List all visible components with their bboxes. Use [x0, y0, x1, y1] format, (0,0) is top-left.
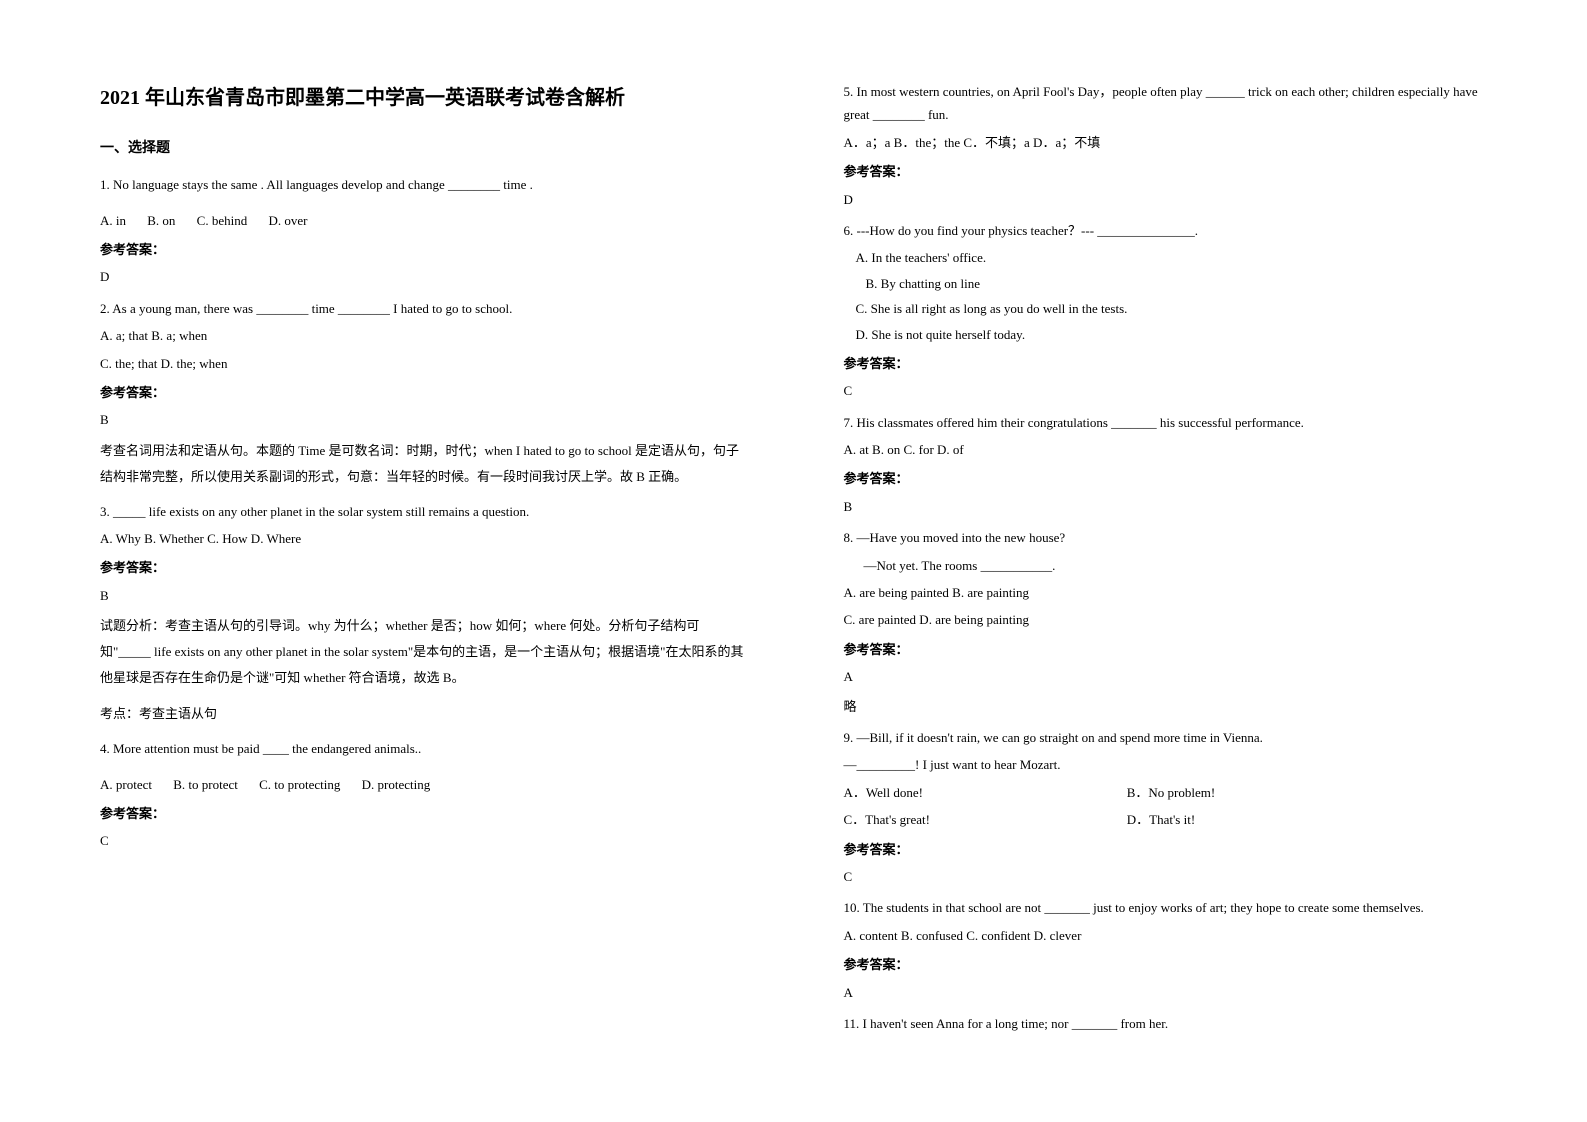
q3-options: A. Why B. Whether C. How D. Where [100, 527, 744, 550]
question-2: 2. As a young man, there was ________ ti… [100, 297, 744, 490]
q9-text1: 9. —Bill, if it doesn't rain, we can go … [844, 726, 1488, 749]
page-title: 2021 年山东省青岛市即墨第二中学高一英语联考试卷含解析 [100, 80, 744, 116]
q3-text: 3. _____ life exists on any other planet… [100, 500, 744, 523]
q3-explanation: 试题分析：考查主语从句的引导词。why 为什么；whether 是否；how 如… [100, 613, 744, 691]
q5-answer: D [844, 188, 1488, 211]
answer-label: 参考答案： [844, 160, 1488, 183]
q1-options: A. in B. on C. behind D. over [100, 209, 744, 232]
q9-answer: C [844, 865, 1488, 888]
q2-options-line1: A. a; that B. a; when [100, 324, 744, 347]
q6-opt-c: C. She is all right as long as you do we… [856, 297, 1488, 320]
q9-opt-b: B．No problem! [1127, 785, 1215, 800]
q6-answer: C [844, 379, 1488, 402]
q9-text2: —_________! I just want to hear Mozart. [844, 753, 1488, 776]
q6-options: A. In the teachers' office. B. By chatti… [844, 246, 1488, 346]
q10-answer: A [844, 981, 1488, 1004]
q3-exam-point: 考点：考查主语从句 [100, 701, 744, 727]
answer-label: 参考答案： [844, 838, 1488, 861]
q8-options2: C. are painted D. are being painting [844, 608, 1488, 631]
answer-label: 参考答案： [100, 802, 744, 825]
answer-label: 参考答案： [844, 953, 1488, 976]
q9-options-row2: C．That's great! D．That's it! [844, 808, 1488, 831]
q8-answer: A [844, 665, 1488, 688]
q6-text: 6. ---How do you find your physics teach… [844, 219, 1488, 242]
question-8: 8. —Have you moved into the new house? —… [844, 526, 1488, 718]
answer-label: 参考答案： [844, 352, 1488, 375]
right-column: 5. In most western countries, on April F… [794, 0, 1587, 1122]
question-5: 5. In most western countries, on April F… [844, 80, 1488, 211]
q4-text: 4. More attention must be paid ____ the … [100, 737, 744, 760]
q11-text: 11. I haven't seen Anna for a long time;… [844, 1012, 1488, 1035]
question-1: 1. No language stays the same . All lang… [100, 173, 744, 289]
q4-opt-a: A. protect [100, 777, 152, 792]
q1-opt-a: A. in [100, 213, 126, 228]
answer-label: 参考答案： [844, 467, 1488, 490]
q4-options: A. protect B. to protect C. to protectin… [100, 773, 744, 796]
q9-opt-c: C．That's great! [844, 808, 1124, 831]
q1-text: 1. No language stays the same . All lang… [100, 173, 744, 196]
q2-explanation: 考查名词用法和定语从句。本题的 Time 是可数名词：时期，时代；when I … [100, 438, 744, 490]
q6-opt-b: B. By chatting on line [856, 272, 1488, 295]
q8-text1: 8. —Have you moved into the new house? [844, 526, 1488, 549]
q1-opt-c: C. behind [197, 213, 248, 228]
question-6: 6. ---How do you find your physics teach… [844, 219, 1488, 403]
q8-text2: —Not yet. The rooms ___________. [844, 554, 1488, 577]
q5-options: A．a；a B．the；the C．不填；a D．a；不填 [844, 131, 1488, 154]
q7-options: A. at B. on C. for D. of [844, 438, 1488, 461]
q4-opt-d: D. protecting [362, 777, 431, 792]
q9-opt-d: D．That's it! [1127, 812, 1195, 827]
q6-opt-a: A. In the teachers' office. [856, 246, 1488, 269]
q10-options: A. content B. confused C. confident D. c… [844, 924, 1488, 947]
q1-answer: D [100, 265, 744, 288]
q6-opt-d: D. She is not quite herself today. [856, 323, 1488, 346]
q1-opt-d: D. over [268, 213, 307, 228]
q7-answer: B [844, 495, 1488, 518]
question-7: 7. His classmates offered him their cong… [844, 411, 1488, 519]
question-11: 11. I haven't seen Anna for a long time;… [844, 1012, 1488, 1035]
left-column: 2021 年山东省青岛市即墨第二中学高一英语联考试卷含解析 一、选择题 1. N… [0, 0, 794, 1122]
q8-options1: A. are being painted B. are painting [844, 581, 1488, 604]
answer-label: 参考答案： [100, 556, 744, 579]
q3-answer: B [100, 584, 744, 607]
q4-opt-c: C. to protecting [259, 777, 340, 792]
q2-answer: B [100, 408, 744, 431]
q2-text: 2. As a young man, there was ________ ti… [100, 297, 744, 320]
q9-opt-a: A．Well done! [844, 781, 1124, 804]
answer-label: 参考答案： [844, 638, 1488, 661]
q1-opt-b: B. on [147, 213, 175, 228]
section-header: 一、选择题 [100, 136, 744, 161]
q7-text: 7. His classmates offered him their cong… [844, 411, 1488, 434]
q8-note: 略 [844, 695, 1488, 718]
question-10: 10. The students in that school are not … [844, 896, 1488, 1004]
question-4: 4. More attention must be paid ____ the … [100, 737, 744, 853]
question-3: 3. _____ life exists on any other planet… [100, 500, 744, 728]
q4-opt-b: B. to protect [173, 777, 238, 792]
q10-text: 10. The students in that school are not … [844, 896, 1488, 919]
q4-answer: C [100, 829, 744, 852]
answer-label: 参考答案： [100, 381, 744, 404]
q5-text: 5. In most western countries, on April F… [844, 80, 1488, 127]
answer-label: 参考答案： [100, 238, 744, 261]
question-9: 9. —Bill, if it doesn't rain, we can go … [844, 726, 1488, 888]
q9-options-row1: A．Well done! B．No problem! [844, 781, 1488, 804]
q2-options-line2: C. the; that D. the; when [100, 352, 744, 375]
